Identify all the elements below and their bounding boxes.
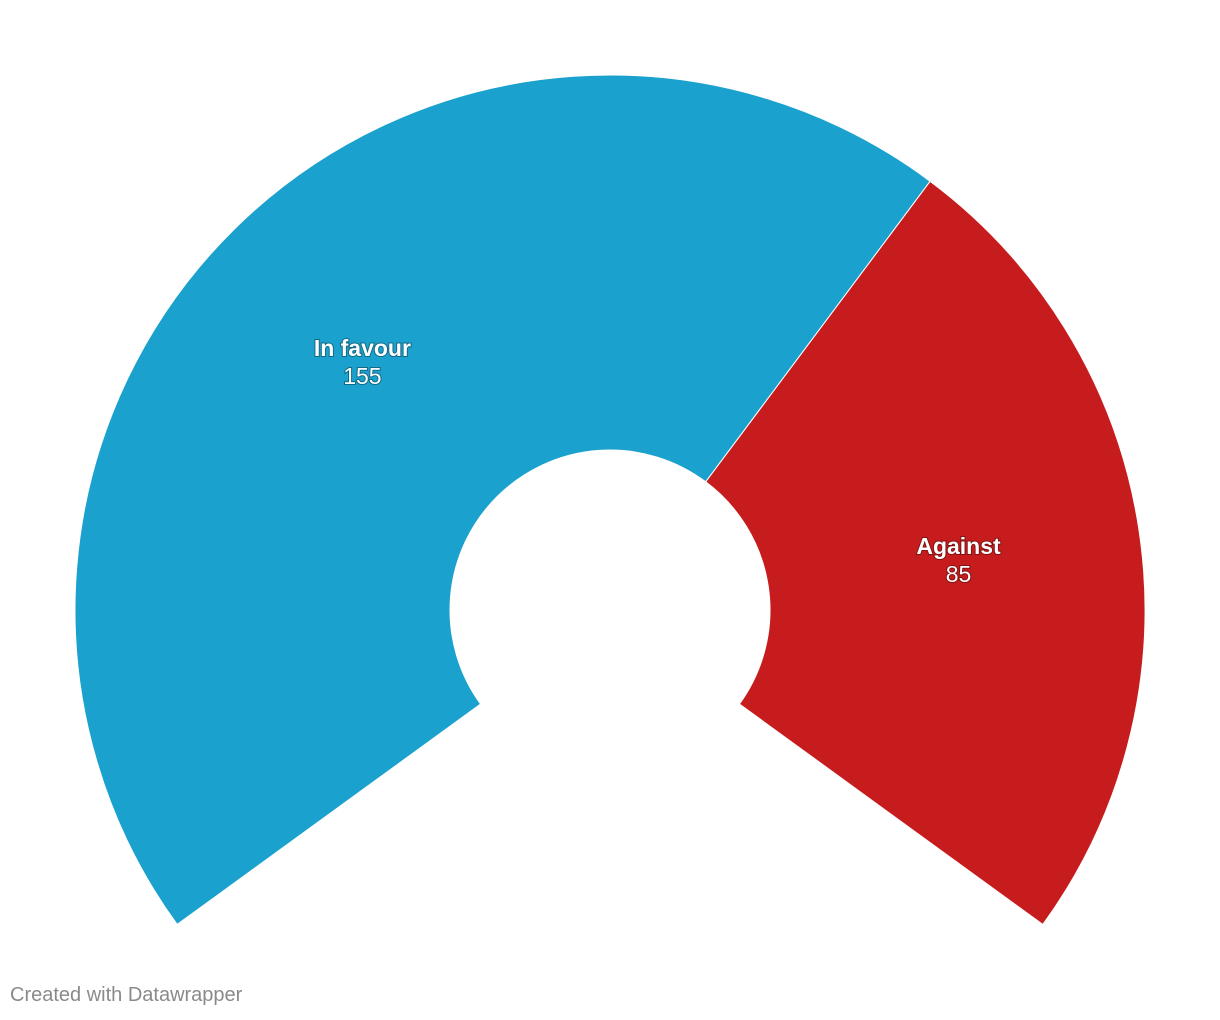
slice-label-in-favour: In favour [314, 335, 411, 361]
slice-label-against: Against [916, 533, 1001, 559]
datawrapper-credit: Created with Datawrapper [10, 984, 243, 1006]
slice-value-in-favour: 155 [343, 363, 381, 389]
slice-against [705, 180, 1146, 926]
slice-in-favour [74, 74, 931, 926]
chart-slices [74, 74, 1146, 926]
slice-value-against: 85 [946, 561, 972, 587]
